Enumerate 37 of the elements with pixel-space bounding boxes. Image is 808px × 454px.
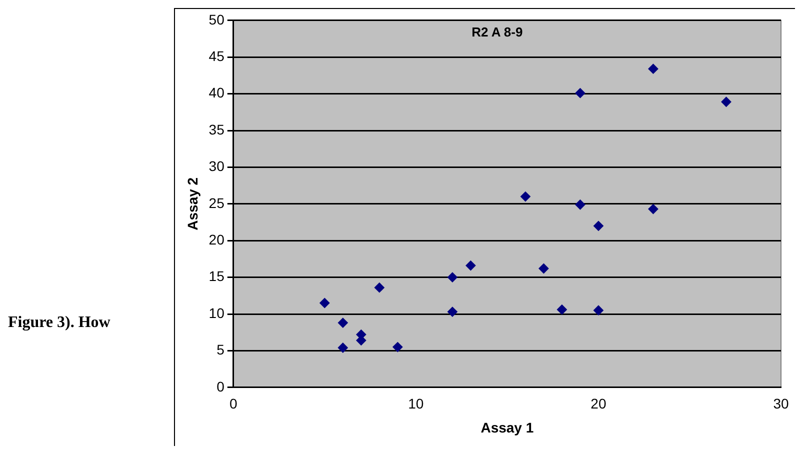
point bbox=[320, 298, 330, 308]
point bbox=[374, 282, 384, 293]
y-axis-title: Assay 2 bbox=[184, 177, 200, 230]
point bbox=[648, 64, 658, 74]
point bbox=[556, 304, 567, 315]
point bbox=[447, 306, 458, 317]
y-tick-label: 25 bbox=[208, 194, 225, 211]
x-axis-title: Assay 1 bbox=[480, 419, 534, 436]
y-tick-label: 35 bbox=[208, 121, 225, 138]
x-tick-label: 0 bbox=[229, 396, 238, 412]
point bbox=[648, 204, 658, 214]
y-tick-label: 5 bbox=[216, 342, 225, 358]
x-tick-label: 10 bbox=[408, 396, 424, 412]
point bbox=[538, 263, 549, 274]
chart-title: R2 A 8-9 bbox=[472, 24, 523, 40]
y-tick-label: 0 bbox=[216, 378, 225, 394]
point bbox=[575, 200, 586, 210]
y-tick-label: 45 bbox=[208, 48, 225, 64]
point bbox=[338, 342, 348, 353]
point bbox=[575, 88, 586, 98]
point bbox=[721, 96, 732, 107]
point bbox=[593, 305, 604, 316]
y-tick-label: 15 bbox=[208, 268, 225, 284]
y-tick-label: 10 bbox=[208, 304, 225, 321]
y-tick-label: 40 bbox=[208, 84, 225, 101]
point bbox=[392, 342, 403, 352]
point bbox=[593, 220, 604, 231]
point bbox=[447, 272, 458, 282]
x-tick-label: 20 bbox=[590, 396, 606, 412]
point bbox=[520, 192, 530, 202]
point bbox=[466, 260, 476, 271]
y-tick-label: 30 bbox=[208, 158, 225, 174]
x-tick-label: 30 bbox=[773, 396, 789, 412]
caption: Figure 3). How bbox=[8, 314, 110, 332]
y-tick-label: 20 bbox=[208, 231, 225, 248]
y-tick-label: 50 bbox=[208, 11, 225, 28]
point bbox=[338, 318, 348, 328]
